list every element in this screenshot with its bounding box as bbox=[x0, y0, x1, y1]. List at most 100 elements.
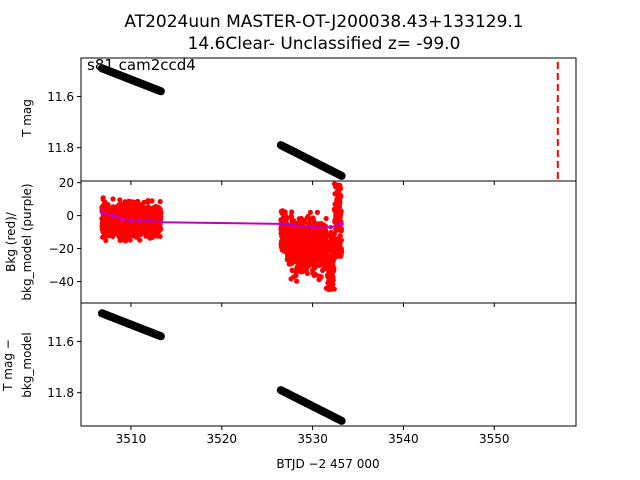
bkg-point bbox=[102, 199, 108, 205]
bkg-point bbox=[331, 268, 337, 274]
bkg-point bbox=[298, 264, 304, 271]
y-tick-label: 0 bbox=[66, 209, 74, 223]
bkg-point bbox=[130, 213, 137, 219]
bkg-point bbox=[104, 229, 110, 235]
x-tick-label: 3530 bbox=[297, 432, 328, 446]
bkg-point bbox=[116, 227, 122, 233]
bkg-point bbox=[121, 207, 128, 213]
bkg-point bbox=[117, 205, 123, 211]
bkg-point bbox=[141, 223, 147, 229]
bkg-point bbox=[101, 215, 107, 221]
bkg-model-point bbox=[99, 210, 105, 215]
bkg-point bbox=[332, 217, 338, 223]
bkg-point bbox=[308, 247, 314, 253]
bottom-ylabel-line1: T mag − bbox=[1, 339, 15, 392]
bkg-point bbox=[336, 204, 342, 210]
bkg-point bbox=[315, 235, 321, 241]
bkg-point bbox=[321, 266, 327, 272]
bkg-point bbox=[330, 262, 336, 268]
plot-area bbox=[97, 62, 559, 181]
bkg-point bbox=[280, 241, 286, 247]
bkg-point bbox=[287, 236, 293, 242]
bkg-point bbox=[154, 233, 160, 239]
bkg-point bbox=[329, 272, 335, 279]
bkg-point bbox=[296, 216, 302, 222]
bkg-point bbox=[314, 209, 320, 215]
y-tick-label: 11.6 bbox=[47, 90, 74, 104]
bkg-point bbox=[100, 195, 106, 201]
bkg-point bbox=[127, 234, 133, 240]
bkg-model-point bbox=[110, 213, 116, 218]
bkg-point bbox=[333, 211, 339, 217]
bkg-point bbox=[136, 209, 142, 215]
bkg-point bbox=[324, 246, 330, 252]
panel-bottom: 11.6 11.8 3510 3520 3530 3540 3550 bbox=[47, 302, 577, 446]
middle-ylabel-line2: bkg_model (purple) bbox=[20, 183, 34, 300]
bkg-point bbox=[311, 219, 317, 225]
bkg-model-point bbox=[278, 221, 283, 227]
bkg-point bbox=[283, 228, 289, 234]
y-tick-label: 11.8 bbox=[47, 386, 74, 400]
bkg-point bbox=[303, 235, 310, 241]
y-tick-label: 11.6 bbox=[47, 335, 74, 349]
x-tick-label: 3520 bbox=[207, 432, 238, 446]
data-point bbox=[156, 87, 165, 96]
bkg-point bbox=[330, 255, 336, 261]
panel-middle: 20 0 −20 −40 bbox=[49, 176, 577, 307]
bkg-point bbox=[300, 258, 306, 264]
bkg-point bbox=[337, 194, 343, 200]
bkg-point bbox=[157, 211, 163, 217]
bkg-point bbox=[323, 215, 329, 222]
bkg-point bbox=[282, 209, 288, 215]
bkg-point bbox=[295, 240, 301, 246]
bkg-point bbox=[328, 280, 334, 287]
bkg-point bbox=[321, 230, 328, 236]
y-tick-label: −40 bbox=[49, 275, 74, 289]
bkg-point bbox=[315, 250, 322, 256]
y-tick-label: 20 bbox=[59, 176, 74, 190]
bkg-point bbox=[337, 235, 343, 242]
bkg-model-point bbox=[339, 221, 344, 227]
bkg-point bbox=[294, 278, 300, 284]
bkg-point bbox=[338, 208, 344, 214]
bkg-point bbox=[103, 237, 109, 244]
bkg-point bbox=[108, 226, 114, 232]
bkg-point bbox=[302, 227, 308, 233]
bkg-point bbox=[291, 232, 298, 238]
data-point bbox=[156, 332, 165, 341]
bkg-model-point bbox=[128, 218, 134, 223]
bkg-point bbox=[316, 221, 322, 227]
x-axis-label: BTJD −2 457 000 bbox=[276, 457, 379, 471]
bkg-model-point bbox=[158, 220, 164, 225]
bkg-point bbox=[337, 243, 343, 249]
bkg-point bbox=[308, 237, 314, 243]
bkg-point bbox=[100, 234, 106, 240]
bkg-point bbox=[109, 206, 116, 212]
x-tick-label: 3510 bbox=[116, 432, 147, 446]
bkg-point bbox=[331, 237, 337, 243]
bkg-point bbox=[157, 199, 163, 205]
bkg-point bbox=[110, 196, 116, 202]
y-tick-label: 11.8 bbox=[47, 141, 74, 155]
bkg-point bbox=[323, 237, 329, 243]
bkg-point bbox=[138, 202, 144, 208]
bkg-point bbox=[288, 276, 294, 282]
x-tick-label: 3540 bbox=[388, 432, 419, 446]
bkg-point bbox=[312, 243, 318, 249]
bkg-point bbox=[297, 252, 303, 258]
bkg-point bbox=[303, 252, 309, 258]
bkg-point bbox=[308, 231, 314, 237]
bkg-point bbox=[307, 209, 313, 215]
chart-title-line2: 14.6Clear- Unclassified z= -99.0 bbox=[188, 34, 461, 54]
bkg-point bbox=[129, 226, 135, 232]
bkg-point bbox=[310, 257, 317, 263]
data-point bbox=[337, 416, 346, 425]
data-point bbox=[337, 171, 346, 180]
bkg-point bbox=[147, 207, 153, 213]
bkg-point bbox=[321, 256, 327, 262]
bkg-point bbox=[137, 223, 143, 229]
middle-ylabel-line1: Bkg (red)/ bbox=[4, 211, 18, 272]
bkg-point bbox=[281, 234, 288, 240]
bkg-point bbox=[312, 264, 318, 270]
